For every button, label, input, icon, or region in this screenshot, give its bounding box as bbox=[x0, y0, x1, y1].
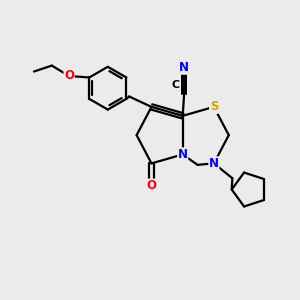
Text: C: C bbox=[172, 80, 180, 90]
Text: N: N bbox=[209, 157, 219, 170]
Text: S: S bbox=[210, 100, 218, 113]
Text: N: N bbox=[178, 148, 188, 161]
Text: O: O bbox=[146, 179, 157, 192]
Text: N: N bbox=[179, 61, 189, 74]
Text: O: O bbox=[64, 70, 74, 83]
